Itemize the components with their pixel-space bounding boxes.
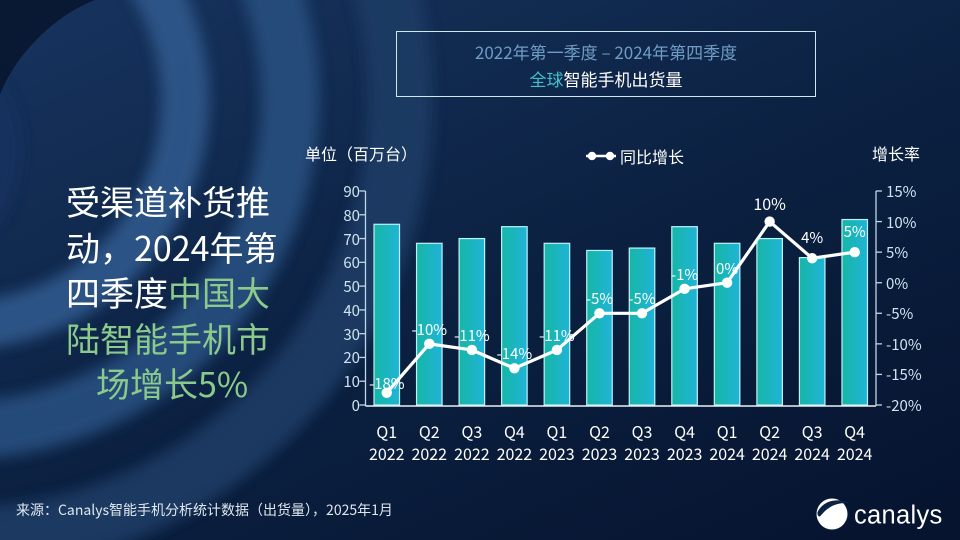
svg-text:canalys: canalys	[854, 502, 943, 530]
